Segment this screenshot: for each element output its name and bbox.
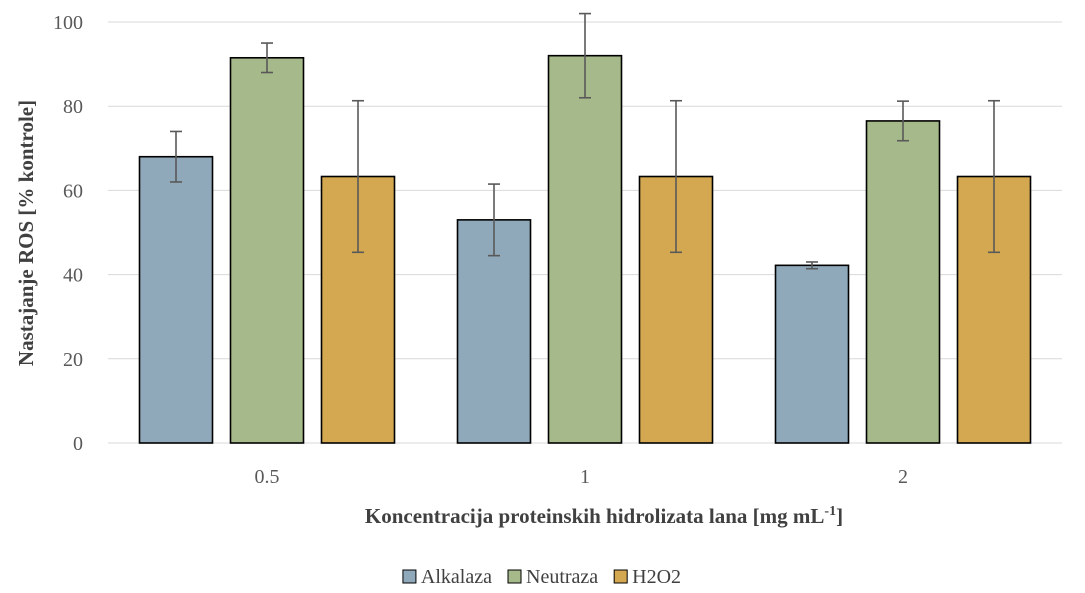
bar-alkalaza-1 bbox=[456, 219, 532, 444]
y-tick-label: 0 bbox=[73, 433, 83, 455]
bar-neutraza-1 bbox=[547, 54, 623, 444]
error-bar-neutraza-2 bbox=[897, 100, 909, 142]
error-bars bbox=[170, 12, 1000, 270]
y-tick-label: 20 bbox=[63, 349, 83, 371]
y-tick-label: 80 bbox=[63, 96, 83, 118]
y-axis-title: Nastajanje ROS [% kontrole] bbox=[14, 100, 38, 366]
legend-swatch-h2o2 bbox=[613, 569, 628, 584]
error-bar-alkalaza-0.5 bbox=[170, 130, 182, 183]
x-tick-labels: 0.5 1 2 bbox=[255, 466, 909, 488]
legend-swatch-alkalaza bbox=[402, 569, 417, 584]
bar-alkalaza-2 bbox=[774, 264, 850, 444]
bars bbox=[138, 54, 1032, 444]
legend-label-neutraza: Neutraza bbox=[526, 566, 598, 588]
x-axis-title-main: Koncentracija proteinskih hidrolizata la… bbox=[365, 504, 824, 528]
error-bar-neutraza-1 bbox=[579, 12, 591, 99]
y-tick-label: 100 bbox=[53, 12, 83, 34]
y-tick-label: 40 bbox=[63, 265, 83, 287]
error-bar-neutraza-0.5 bbox=[261, 42, 273, 74]
x-axis-title: Koncentracija proteinskih hidrolizata la… bbox=[365, 504, 843, 528]
bar-neutraza-2 bbox=[865, 120, 941, 444]
legend: Alkalaza Neutraza H2O2 bbox=[402, 566, 681, 588]
x-axis-title-end: ] bbox=[836, 504, 843, 528]
error-bar-alkalaza-2 bbox=[806, 261, 818, 270]
y-tick-label: 60 bbox=[63, 180, 83, 202]
x-axis-title-superscript: -1 bbox=[824, 504, 836, 519]
legend-swatch-neutraza bbox=[507, 569, 522, 584]
bar-neutraza-0.5 bbox=[229, 56, 305, 444]
y-tick-labels: 0 20 40 60 80 100 bbox=[53, 12, 83, 455]
error-bar-h2o2-0.5 bbox=[352, 99, 364, 254]
x-tick-label: 1 bbox=[580, 466, 590, 488]
x-tick-label: 0.5 bbox=[255, 466, 280, 488]
x-tick-label: 2 bbox=[898, 466, 908, 488]
error-bar-alkalaza-1 bbox=[488, 183, 500, 257]
error-bar-h2o2-2 bbox=[988, 99, 1000, 254]
error-bar-h2o2-1 bbox=[670, 99, 682, 254]
legend-label-h2o2: H2O2 bbox=[632, 566, 681, 588]
legend-label-alkalaza: Alkalaza bbox=[421, 566, 492, 588]
bar-alkalaza-0.5 bbox=[138, 155, 214, 444]
